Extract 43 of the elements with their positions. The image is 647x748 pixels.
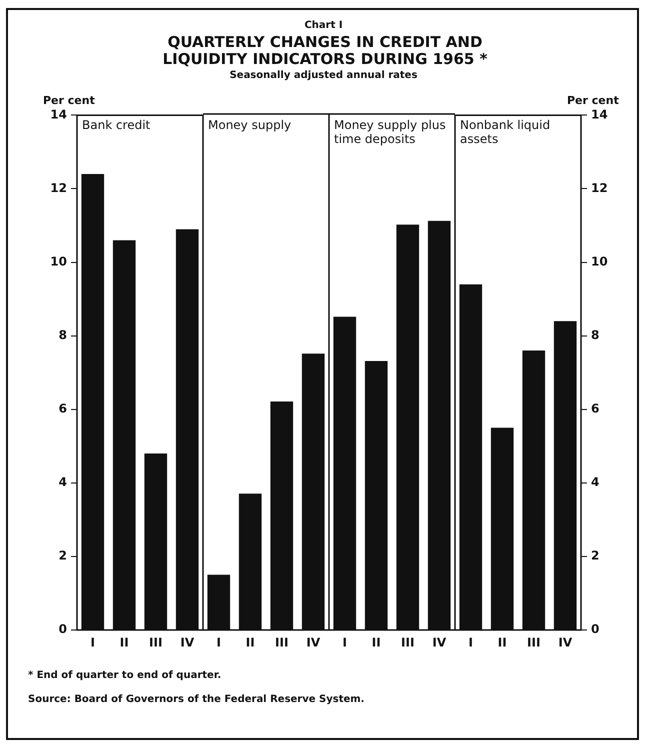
y2-tick-label: 2 [591,548,600,563]
y-tick-label: 8 [58,328,67,342]
x-tick-label: III [527,635,540,650]
y-tick-label: 10 [50,254,67,268]
y2-tick-label: 12 [591,180,608,195]
x-tick-label: I [468,635,473,650]
x-tick-label: I [90,635,95,650]
x-tick-label: III [401,635,414,650]
y2-tick-label: 10 [591,254,608,268]
y-tick-label: 0 [58,622,67,636]
y-tick-label: 6 [58,401,67,416]
y2-tick-label: 0 [591,622,600,636]
text: * End of quarter to end of quarter. [28,670,222,681]
x-tick-label: I [342,635,347,650]
x-tick-label: IV [180,635,195,650]
y2-tick-label: 6 [591,401,600,416]
chart-title: Bank credit [82,118,152,132]
chart-title: Money supply [208,118,292,132]
x-tick-label: III [275,635,288,650]
y2-axis-title: Per cent [567,94,619,108]
x-tick-label: III [149,635,162,650]
text: Money supply plus time deposits [334,118,447,146]
text: QUARTERLY CHANGES IN CREDIT AND LIQUIDITY INDICATORS DURING 1965 * [162,33,488,68]
x-tick-label: II [372,635,381,650]
y2-tick-label: 8 [591,328,600,342]
text: Seasonally adjusted annual rates [228,70,418,81]
x-tick-label: II [498,635,507,650]
x-tick-label: I [216,635,221,650]
y2-tick-label: 4 [591,475,600,490]
source-note: Source: Board of Governors of the Federal Reserve System. [28,694,364,705]
x-tick-label: II [246,635,255,650]
x-tick-label: IV [558,635,573,650]
y-tick-label: 14 [50,107,67,122]
x-tick-label: IV [306,635,321,650]
x-tick-label: IV [432,635,447,650]
y-tick-label: 12 [50,180,67,195]
y-axis-title: Per cent [43,94,95,108]
text: Chart I [303,20,344,31]
y-tick-label: 2 [58,548,67,563]
y-tick-label: 4 [58,475,67,490]
x-tick-label: II [120,635,129,650]
text: Nonbank liquid assets [460,118,552,146]
y2-tick-label: 14 [591,107,608,122]
